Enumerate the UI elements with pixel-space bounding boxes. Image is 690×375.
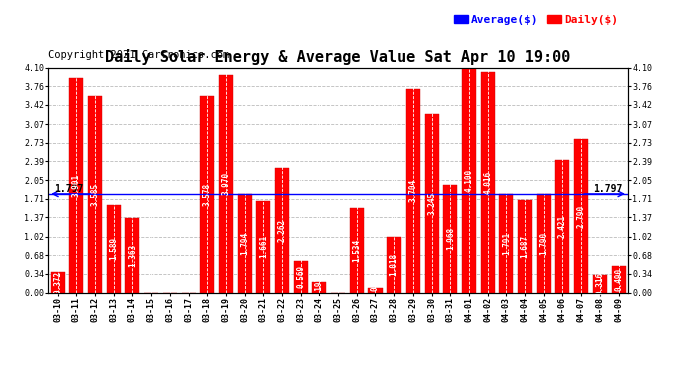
Title: Daily Solar Energy & Average Value Sat Apr 10 19:00: Daily Solar Energy & Average Value Sat A… <box>106 49 571 65</box>
Bar <box>500 194 513 292</box>
Text: 3.578: 3.578 <box>203 183 212 206</box>
Bar <box>537 194 551 292</box>
Bar <box>294 261 308 292</box>
Bar <box>611 266 626 292</box>
Text: 3.585: 3.585 <box>90 183 99 206</box>
Text: 1.661: 1.661 <box>259 236 268 258</box>
Text: 0.372: 0.372 <box>53 271 62 294</box>
Text: 0.000: 0.000 <box>184 268 193 291</box>
Text: 2.790: 2.790 <box>577 204 586 228</box>
Bar <box>555 160 569 292</box>
Text: 3.704: 3.704 <box>408 179 417 203</box>
Bar <box>107 205 121 292</box>
Text: 0.000: 0.000 <box>333 268 343 291</box>
Bar <box>69 78 83 292</box>
Bar <box>443 184 457 292</box>
Bar <box>574 140 588 292</box>
Bar <box>518 200 532 292</box>
Bar <box>200 96 214 292</box>
Bar <box>462 68 476 292</box>
Bar <box>275 168 289 292</box>
Bar <box>237 194 252 292</box>
Bar <box>313 282 326 292</box>
Text: 1.018: 1.018 <box>390 253 399 276</box>
Legend: Average($), Daily($): Average($), Daily($) <box>450 10 622 29</box>
Text: 0.000: 0.000 <box>166 268 175 291</box>
Text: 1.534: 1.534 <box>353 239 362 262</box>
Text: 1.589: 1.589 <box>109 237 118 261</box>
Bar <box>368 288 382 292</box>
Bar <box>256 201 270 292</box>
Text: 2.421: 2.421 <box>558 214 567 238</box>
Text: 0.193: 0.193 <box>315 276 324 299</box>
Bar <box>350 209 364 292</box>
Bar <box>424 114 439 292</box>
Bar <box>219 75 233 292</box>
Text: 1.797: 1.797 <box>54 184 83 194</box>
Text: 1.797: 1.797 <box>593 184 622 194</box>
Text: 0.569: 0.569 <box>296 266 305 288</box>
Text: 0.075: 0.075 <box>371 268 380 291</box>
Text: 0.490: 0.490 <box>614 267 623 291</box>
Bar <box>88 96 102 292</box>
Text: 4.016: 4.016 <box>483 171 492 194</box>
Text: 0.316: 0.316 <box>595 272 604 296</box>
Text: 4.100: 4.100 <box>464 168 473 192</box>
Bar <box>593 275 607 292</box>
Bar <box>481 72 495 292</box>
Bar <box>126 218 139 292</box>
Bar <box>50 272 65 292</box>
Text: 0.000: 0.000 <box>147 268 156 291</box>
Text: 1.968: 1.968 <box>446 227 455 250</box>
Text: 1.687: 1.687 <box>520 235 529 258</box>
Bar <box>387 237 401 292</box>
Text: 3.970: 3.970 <box>221 172 230 195</box>
Text: 2.262: 2.262 <box>277 219 286 242</box>
Text: 1.790: 1.790 <box>540 232 549 255</box>
Text: 1.363: 1.363 <box>128 243 137 267</box>
Text: Copyright 2021 Cartronics.com: Copyright 2021 Cartronics.com <box>48 50 230 60</box>
Text: 1.794: 1.794 <box>240 232 249 255</box>
Text: 3.245: 3.245 <box>427 192 436 215</box>
Bar <box>406 89 420 292</box>
Text: 3.901: 3.901 <box>72 174 81 197</box>
Text: 1.791: 1.791 <box>502 232 511 255</box>
